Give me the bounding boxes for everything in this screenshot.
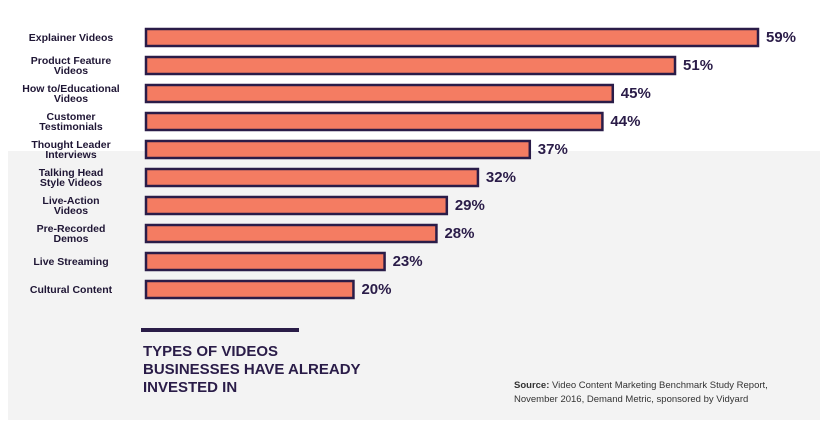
category-label-line: How to/Educational — [22, 82, 120, 95]
bar — [144, 55, 677, 76]
category-label-line: Videos — [53, 64, 89, 77]
bar — [144, 27, 760, 48]
bar — [144, 223, 438, 244]
bar — [144, 83, 615, 104]
value-label: 51% — [683, 57, 714, 74]
value-label: 23% — [392, 253, 423, 270]
category-label-line: Explainer Videos — [28, 31, 114, 44]
value-label: 29% — [454, 197, 485, 214]
category-label-line: Product Feature — [30, 54, 112, 67]
bar — [144, 139, 532, 160]
category-label-line: Videos — [53, 204, 89, 217]
category-label-line: Pre-Recorded — [36, 222, 106, 235]
value-label: 37% — [537, 141, 568, 158]
bar — [144, 251, 386, 272]
value-label: 59% — [766, 29, 797, 46]
value-label: 44% — [610, 113, 641, 130]
source-label: Source: — [514, 380, 550, 391]
source-text-line2: November 2016, Demand Metric, sponsored … — [514, 394, 749, 405]
category-label: Product Feature Videos — [2, 54, 140, 77]
value-label: 32% — [485, 169, 516, 186]
value-label: 28% — [444, 225, 475, 242]
value-label: 20% — [361, 281, 392, 298]
value-label: 45% — [620, 85, 651, 102]
category-label: Explainer Videos — [2, 31, 140, 44]
category-label: Talking Head Style Videos — [2, 166, 140, 189]
bar — [144, 279, 355, 300]
title-rule — [141, 328, 299, 332]
category-label-line: Style Videos — [39, 176, 103, 189]
category-label: Thought Leader Interviews — [2, 138, 140, 161]
bar — [144, 167, 480, 188]
category-label: Live Streaming — [2, 255, 140, 268]
source-text: Video Content Marketing Benchmark Study … — [552, 380, 768, 391]
category-label-line: Customer — [46, 110, 96, 123]
category-label-line: Videos — [53, 92, 89, 105]
category-label: Live-Action Videos — [2, 194, 140, 217]
source-note: Source: Video Content Marketing Benchmar… — [514, 379, 814, 407]
bar — [144, 111, 604, 132]
category-label: Cultural Content — [2, 283, 140, 296]
category-label-line: Talking Head — [38, 166, 104, 179]
category-label: Pre-Recorded Demos — [2, 222, 140, 245]
chart-title: TYPES OF VIDEOS BUSINESSES HAVE ALREADY … — [143, 343, 361, 396]
category-label-line: Thought Leader — [31, 138, 111, 151]
category-label-line: Live Streaming — [33, 255, 109, 268]
category-label-line: Demos — [53, 232, 89, 245]
category-label-line: Live-Action — [42, 194, 100, 207]
category-label: How to/Educational Videos — [2, 82, 140, 105]
category-label-line: Interviews — [45, 148, 97, 161]
category-label-line: Cultural Content — [29, 283, 113, 296]
category-label-line: Testimonials — [39, 120, 103, 133]
bar — [144, 195, 449, 216]
bars-group — [144, 27, 760, 300]
category-label: Customer Testimonials — [2, 110, 140, 133]
